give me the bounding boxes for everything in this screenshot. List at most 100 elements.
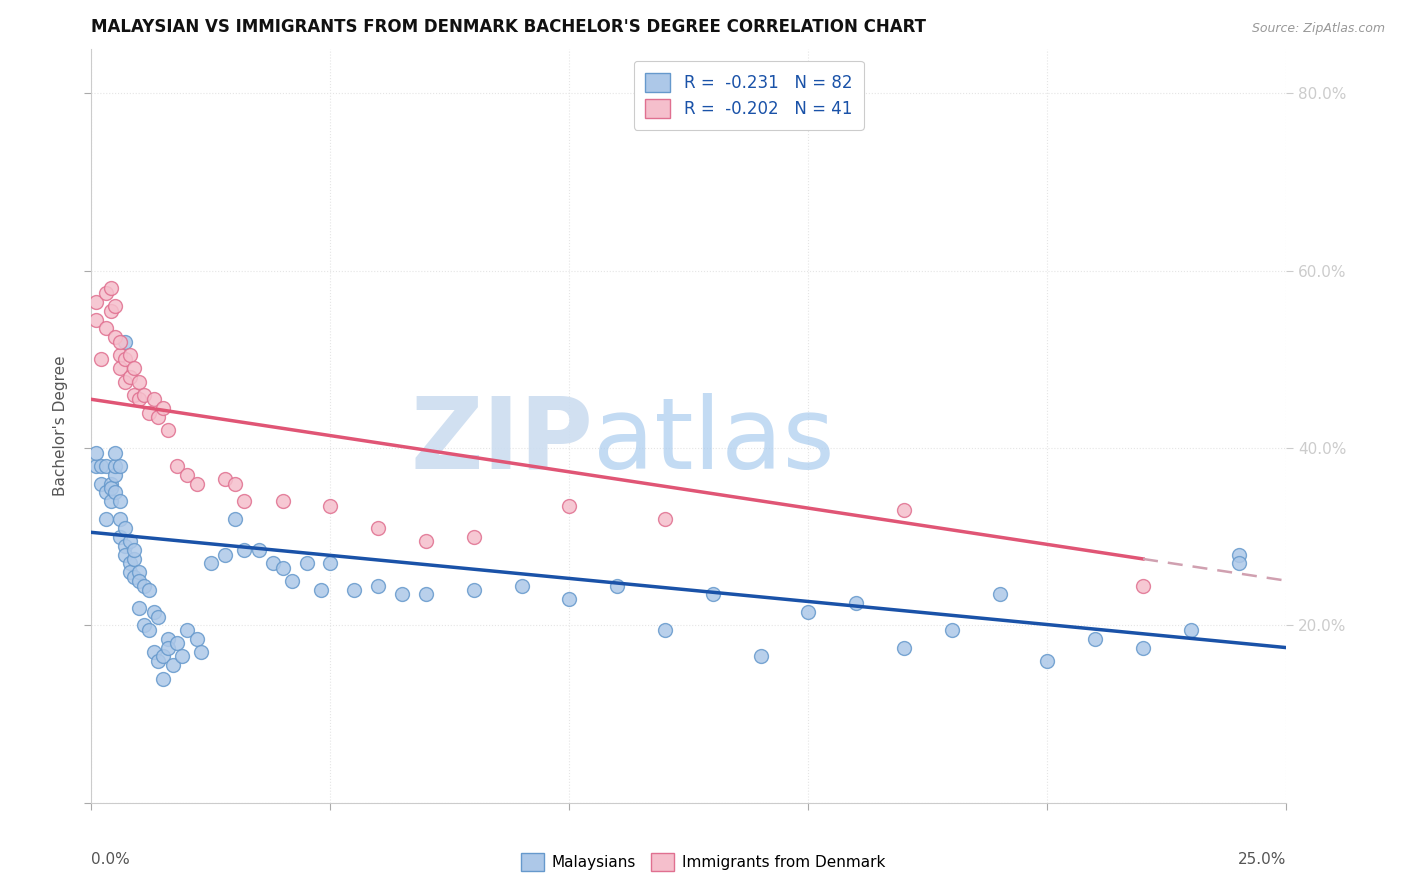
Point bbox=[988, 587, 1011, 601]
Point bbox=[124, 543, 146, 558]
Legend: R =  -0.231   N = 82, R =  -0.202   N = 41: R = -0.231 N = 82, R = -0.202 N = 41 bbox=[634, 62, 863, 129]
Point bbox=[104, 485, 127, 500]
Point bbox=[295, 557, 318, 571]
Point bbox=[94, 485, 117, 500]
Point bbox=[797, 605, 820, 619]
Point bbox=[166, 636, 188, 650]
Point bbox=[94, 458, 117, 473]
Point bbox=[124, 388, 146, 402]
Point bbox=[319, 557, 342, 571]
Point bbox=[271, 494, 294, 508]
Point bbox=[176, 623, 198, 637]
Point bbox=[84, 312, 107, 326]
Point bbox=[186, 632, 208, 646]
Point bbox=[114, 375, 136, 389]
Point bbox=[108, 348, 131, 362]
Point bbox=[138, 406, 160, 420]
Point bbox=[749, 649, 772, 664]
Point bbox=[463, 530, 485, 544]
Point bbox=[128, 375, 150, 389]
Point bbox=[142, 605, 165, 619]
Point bbox=[94, 285, 117, 300]
Point bbox=[391, 587, 413, 601]
Point bbox=[94, 512, 117, 526]
Point bbox=[186, 476, 208, 491]
Point bbox=[309, 582, 332, 597]
Point bbox=[281, 574, 304, 588]
Point bbox=[172, 649, 194, 664]
Point bbox=[128, 392, 150, 407]
Point bbox=[558, 591, 581, 606]
Point bbox=[893, 503, 915, 517]
Point bbox=[128, 600, 150, 615]
Point bbox=[233, 543, 256, 558]
Point bbox=[271, 561, 294, 575]
Point bbox=[893, 640, 915, 655]
Point bbox=[1084, 632, 1107, 646]
Point bbox=[104, 445, 127, 459]
Point bbox=[128, 574, 150, 588]
Point bbox=[84, 458, 107, 473]
Point bbox=[114, 352, 136, 367]
Point bbox=[463, 582, 485, 597]
Point bbox=[247, 543, 270, 558]
Point bbox=[1132, 578, 1154, 592]
Point bbox=[114, 334, 136, 349]
Point bbox=[156, 640, 179, 655]
Point bbox=[176, 467, 198, 482]
Point bbox=[100, 303, 122, 318]
Text: atlas: atlas bbox=[593, 392, 835, 490]
Point bbox=[118, 534, 141, 549]
Point bbox=[415, 534, 437, 549]
Point bbox=[702, 587, 724, 601]
Point bbox=[118, 557, 141, 571]
Point bbox=[90, 352, 112, 367]
Text: 25.0%: 25.0% bbox=[1239, 852, 1286, 867]
Point bbox=[156, 632, 179, 646]
Text: 0.0%: 0.0% bbox=[91, 852, 131, 867]
Point bbox=[1036, 654, 1059, 668]
Point bbox=[100, 494, 122, 508]
Point bbox=[142, 392, 165, 407]
Point bbox=[100, 281, 122, 295]
Point bbox=[114, 539, 136, 553]
Legend: Malaysians, Immigrants from Denmark: Malaysians, Immigrants from Denmark bbox=[515, 847, 891, 877]
Text: ZIP: ZIP bbox=[411, 392, 593, 490]
Point bbox=[108, 458, 131, 473]
Point bbox=[104, 458, 127, 473]
Point bbox=[104, 467, 127, 482]
Point bbox=[367, 521, 389, 535]
Point bbox=[152, 672, 174, 686]
Point bbox=[166, 458, 188, 473]
Point bbox=[214, 472, 236, 486]
Point bbox=[104, 330, 127, 344]
Point bbox=[148, 654, 170, 668]
Point bbox=[142, 645, 165, 659]
Point bbox=[343, 582, 366, 597]
Point bbox=[108, 494, 131, 508]
Point bbox=[200, 557, 222, 571]
Text: Source: ZipAtlas.com: Source: ZipAtlas.com bbox=[1251, 22, 1385, 36]
Point bbox=[606, 578, 628, 592]
Point bbox=[90, 458, 112, 473]
Point bbox=[152, 401, 174, 416]
Point bbox=[84, 445, 107, 459]
Point bbox=[94, 321, 117, 335]
Point bbox=[124, 552, 146, 566]
Point bbox=[138, 582, 160, 597]
Point bbox=[190, 645, 212, 659]
Point bbox=[415, 587, 437, 601]
Point bbox=[224, 476, 246, 491]
Point bbox=[233, 494, 256, 508]
Point bbox=[319, 499, 342, 513]
Point bbox=[1227, 557, 1250, 571]
Text: MALAYSIAN VS IMMIGRANTS FROM DENMARK BACHELOR'S DEGREE CORRELATION CHART: MALAYSIAN VS IMMIGRANTS FROM DENMARK BAC… bbox=[91, 19, 927, 37]
Point bbox=[138, 623, 160, 637]
Point bbox=[132, 578, 155, 592]
Point bbox=[118, 566, 141, 580]
Point bbox=[114, 548, 136, 562]
Point bbox=[845, 596, 868, 610]
Point bbox=[152, 649, 174, 664]
Point bbox=[132, 618, 155, 632]
Point bbox=[148, 410, 170, 425]
